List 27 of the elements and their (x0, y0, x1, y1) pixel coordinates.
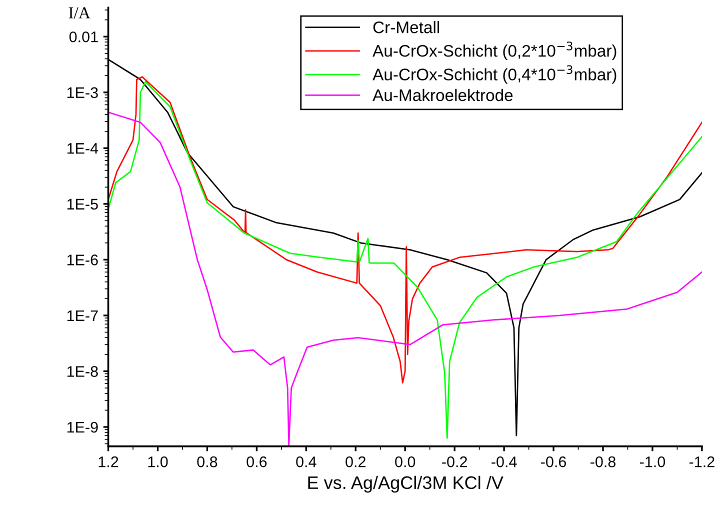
y-tick-label: 1E-6 (67, 254, 98, 266)
x-tick-label: 0.0 (395, 456, 416, 468)
y-axis-title: I/A (68, 7, 90, 18)
x-tick-label: -0.4 (492, 456, 517, 468)
x-tick-label: -1.0 (640, 456, 666, 468)
x-tick-label: 1.0 (148, 456, 168, 468)
x-tick-label: 1.2 (98, 456, 118, 468)
y-tick-label: 1E-7 (67, 310, 98, 321)
y-tick-label: 1E-8 (67, 366, 98, 377)
legend-label: Cr-Metall (373, 21, 440, 34)
y-tick-label: 1E-9 (67, 422, 98, 433)
y-tick-label: 1E-5 (67, 198, 98, 210)
x-tick-label: 0.8 (197, 456, 218, 468)
x-tick-label: -0.8 (590, 456, 616, 468)
x-tick-label: 0.6 (246, 456, 267, 468)
x-tick-label: -0.2 (442, 456, 467, 468)
x-tick-label: 0.2 (346, 456, 366, 468)
x-tick-label: -0.6 (541, 456, 566, 468)
y-tick-label: 0.01 (69, 31, 98, 42)
y-tick-label: 1E-4 (67, 143, 98, 154)
legend-label: Au-CrOx-Schicht (0,4*10$^{−3}$mbar) (372, 65, 616, 84)
legend-label: Au-CrOx-Schicht (0,2*10$^{−3}$mbar) (372, 42, 616, 60)
legend-label: Au-Makroelektrode (372, 88, 513, 102)
x-axis-title: E vs. Ag/AgCl/3M KCl /V (308, 476, 504, 493)
x-tick-label: -1.2 (689, 456, 714, 468)
y-tick-label: 1E-3 (67, 87, 98, 98)
x-tick-label: 0.4 (296, 456, 316, 468)
